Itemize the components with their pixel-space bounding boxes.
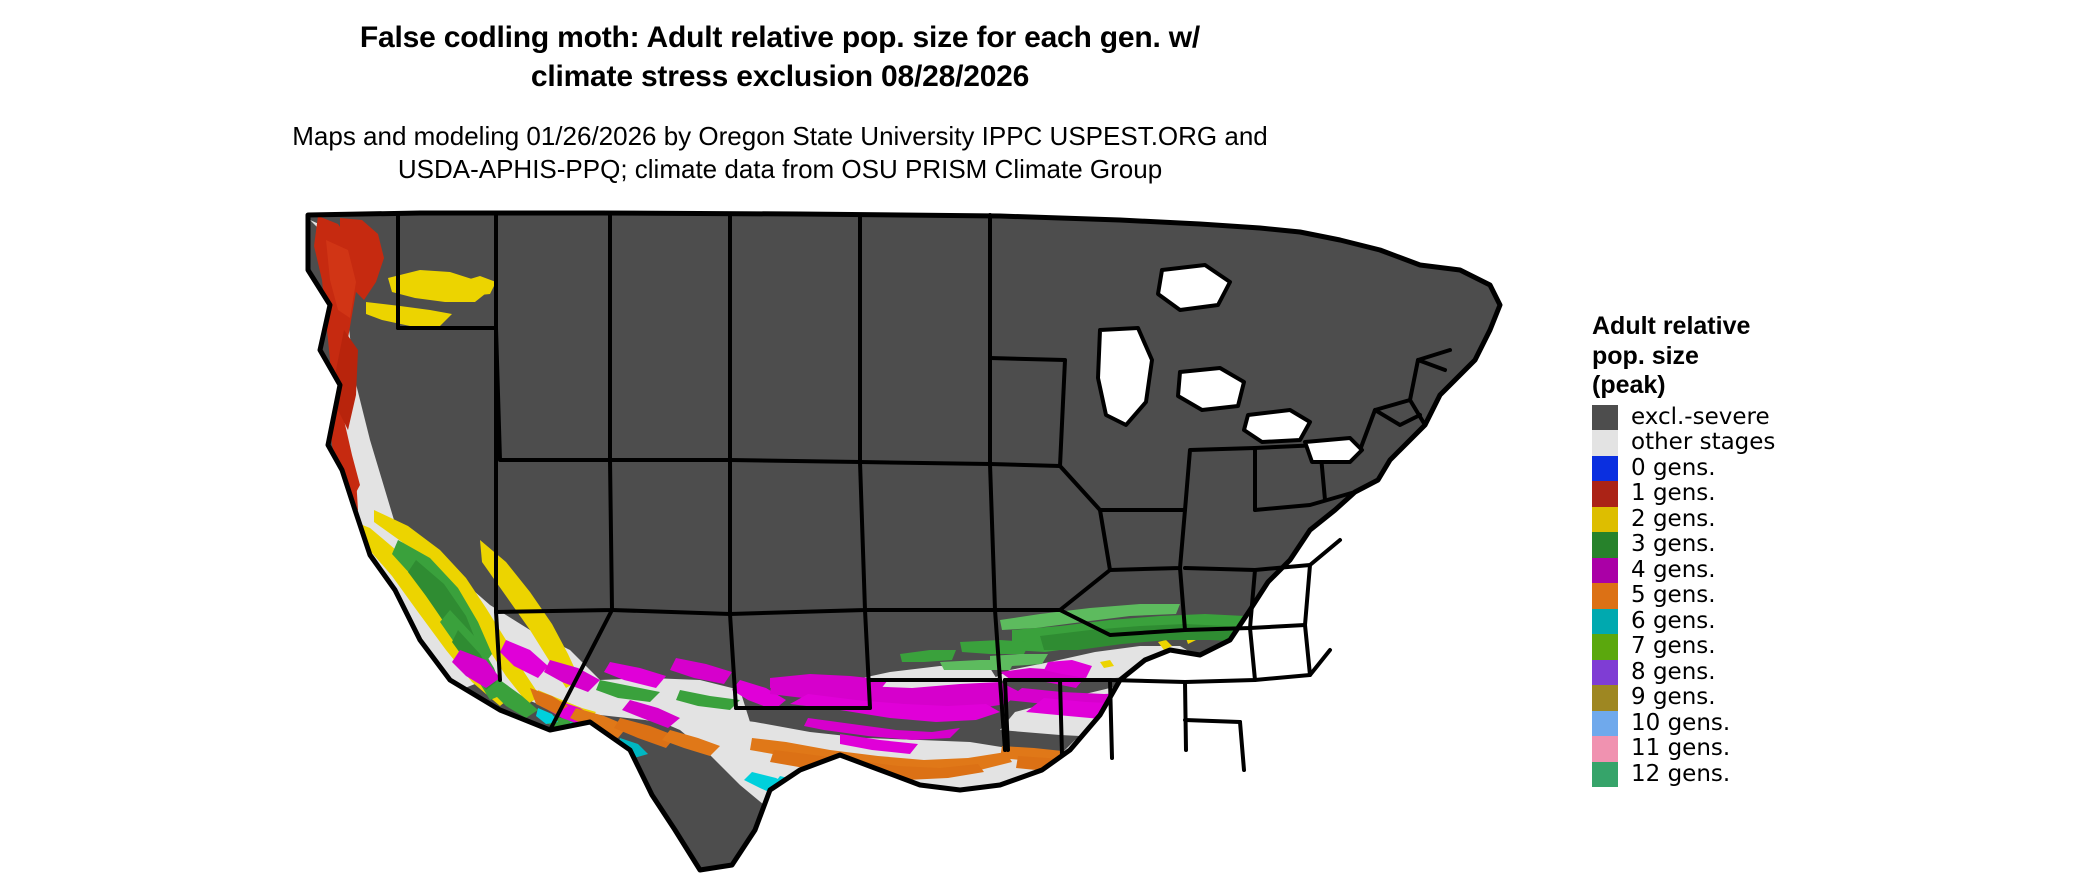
legend-label: 8 gens. xyxy=(1631,658,1716,685)
legend-label: 4 gens. xyxy=(1631,556,1716,583)
legend-label: 0 gens. xyxy=(1631,454,1716,481)
legend-label: 2 gens. xyxy=(1631,505,1716,532)
legend-swatch xyxy=(1592,532,1618,558)
legend-item: 3 gens. xyxy=(1592,531,1892,558)
legend-swatch xyxy=(1592,634,1618,660)
legend-item: 8 gens. xyxy=(1592,658,1892,685)
us-choropleth-map xyxy=(305,210,1503,882)
legend-swatch xyxy=(1592,608,1618,634)
legend-label: 7 gens. xyxy=(1631,633,1716,659)
legend-item: 2 gens. xyxy=(1592,505,1892,532)
legend-swatch xyxy=(1592,761,1618,787)
legend-item: 7 gens. xyxy=(1592,633,1892,660)
legend-item: excl.-severe xyxy=(1592,403,1892,430)
page-title: False codling moth: Adult relative pop. … xyxy=(359,21,1201,93)
legend-swatch xyxy=(1592,455,1618,481)
legend-item: 12 gens. xyxy=(1592,760,1892,787)
legend-swatch xyxy=(1592,404,1618,430)
legend-label: 9 gens. xyxy=(1631,684,1716,710)
legend-label: 10 gens. xyxy=(1631,709,1731,736)
legend-swatch xyxy=(1592,583,1618,609)
legend-label: 11 gens. xyxy=(1631,735,1731,761)
legend-label: 3 gens. xyxy=(1631,531,1716,557)
legend-swatch xyxy=(1592,481,1618,507)
legend-label: excl.-severe xyxy=(1631,403,1770,430)
legend-swatch xyxy=(1592,710,1618,736)
legend-swatch xyxy=(1592,557,1618,583)
subtitle-block: Maps and modeling 01/26/2026 by Oregon S… xyxy=(0,120,1560,186)
legend-label: 6 gens. xyxy=(1631,607,1716,634)
map-fill-layer xyxy=(308,213,1500,882)
legend-swatch xyxy=(1592,685,1618,711)
legend-label: 1 gens. xyxy=(1631,480,1716,506)
title-block: False codling moth: Adult relative pop. … xyxy=(0,18,1560,96)
map-canvas xyxy=(300,210,1580,882)
legend-swatch xyxy=(1592,430,1618,456)
legend-swatch xyxy=(1592,659,1618,685)
legend-item: 9 gens. xyxy=(1592,684,1892,711)
legend-item: 5 gens. xyxy=(1592,582,1892,609)
legend-entries: excl.-severe other stages 0 gens. 1 gens. 2 … xyxy=(1592,403,1892,787)
legend-swatch xyxy=(1592,736,1618,762)
legend-item: other stages xyxy=(1592,429,1892,456)
legend-title: Adult relative pop. size (peak) xyxy=(1592,312,1751,399)
state-borders xyxy=(305,210,1503,873)
legend-item: 11 gens. xyxy=(1592,735,1892,762)
legend-item: 10 gens. xyxy=(1592,709,1892,736)
legend-item: 1 gens. xyxy=(1592,480,1892,507)
legend-label: other stages xyxy=(1631,429,1776,455)
legend-item: 4 gens. xyxy=(1592,556,1892,583)
band-7-gens xyxy=(1188,872,1258,882)
legend-label: 5 gens. xyxy=(1631,582,1716,608)
map-legend: Adult relative pop. size (peak) excl.-se… xyxy=(1592,312,1892,787)
legend-item: 6 gens. xyxy=(1592,607,1892,634)
legend-swatch xyxy=(1592,506,1618,532)
map-attribution: Maps and modeling 01/26/2026 by Oregon S… xyxy=(292,121,1268,184)
legend-item: 0 gens. xyxy=(1592,454,1892,481)
legend-label: 12 gens. xyxy=(1631,760,1731,787)
